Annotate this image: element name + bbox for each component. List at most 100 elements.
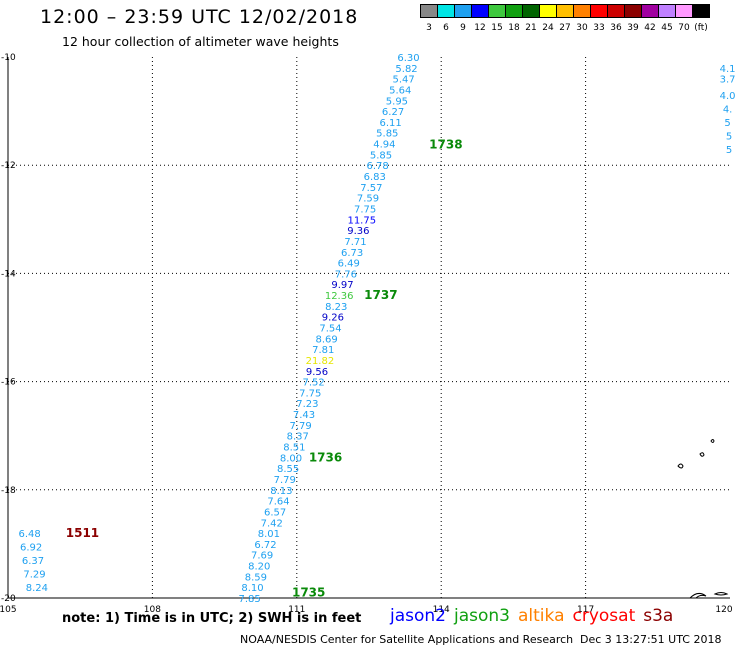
- swh-value-label: 5.82: [395, 64, 417, 75]
- color-scale-label: 42: [644, 23, 656, 33]
- color-scale-bar: 3 6 9 12 15 18 21 24 27 30 33 36 39 42 45 70 (ft): [420, 4, 710, 33]
- swh-value-label: 4.1: [720, 64, 736, 75]
- swh-value-label: 11.75: [347, 215, 376, 226]
- x-tick-label: 114: [433, 605, 450, 615]
- coastline-shape: [713, 592, 729, 596]
- swh-value-label: 6.49: [338, 259, 360, 270]
- color-scale-label: 39: [627, 23, 639, 33]
- swh-value-label: 6.72: [254, 540, 276, 551]
- swh-value-label: 7.29: [23, 570, 45, 581]
- swh-value-label: 8.01: [258, 529, 280, 540]
- swh-value-label: 5.95: [386, 96, 408, 107]
- pass-time-label: 1511: [66, 526, 99, 540]
- swh-value-label: 5.47: [393, 75, 415, 86]
- legend-item-jason2: jason2: [390, 606, 446, 626]
- pass-time-label: 1736: [309, 450, 342, 464]
- swh-value-label: 7.76: [335, 269, 357, 280]
- swh-value-label: 6.78: [367, 161, 389, 172]
- color-scale-label: 9: [460, 23, 466, 33]
- swh-value-label: 6.11: [380, 118, 402, 129]
- coastline-shape: [699, 452, 705, 457]
- swh-value-label: 8.24: [26, 583, 48, 594]
- y-tick-label: -12: [1, 161, 16, 171]
- coastline-shape: [688, 592, 707, 599]
- legend-item-jason3: jason3: [454, 606, 510, 626]
- y-tick-label: -16: [1, 378, 16, 388]
- swh-value-label: 7.79: [290, 421, 312, 432]
- color-scale-label: 15: [491, 23, 503, 33]
- swh-value-label: 9.97: [331, 280, 353, 291]
- swh-value-label: 6.48: [19, 529, 41, 540]
- y-tick-label: -14: [1, 269, 16, 279]
- swh-value-label: 8.13: [270, 486, 292, 497]
- swh-value-label: 7.75: [354, 204, 376, 215]
- swh-value-label: 6.37: [22, 556, 44, 567]
- swh-value-label: 4.: [723, 104, 733, 115]
- x-tick-label: 105: [0, 605, 17, 615]
- swh-value-label: 12.36: [325, 291, 354, 302]
- swh-value-label: 7.64: [267, 497, 289, 508]
- color-scale-label: 27: [559, 23, 571, 33]
- x-tick-label: 117: [577, 605, 594, 615]
- color-scale-label: 12: [474, 23, 486, 33]
- swh-value-label: 8.23: [325, 302, 347, 313]
- color-scale-label: 36: [610, 23, 622, 33]
- page-title: 12:00 – 23:59 UTC 12/02/2018: [40, 6, 359, 28]
- swh-value-label: 8.55: [277, 464, 299, 475]
- swh-value-label: 7.43: [293, 410, 315, 421]
- credit-line: NOAA/NESDIS Center for Satellite Applica…: [240, 633, 574, 646]
- swh-value-label: 8.59: [245, 572, 267, 583]
- generation-timestamp: Dec 3 13:27:51 UTC 2018: [580, 633, 722, 646]
- color-scale-label: 45: [661, 23, 673, 33]
- color-scale-label: 30: [576, 23, 588, 33]
- swh-value-label: 7.52: [303, 378, 325, 389]
- color-scale-label: 6: [443, 23, 449, 33]
- swh-value-label: 5.64: [389, 85, 411, 96]
- swh-value-label: 4.94: [373, 140, 395, 151]
- color-scale-label: 21: [525, 23, 537, 33]
- swh-value-label: 7.85: [238, 594, 260, 605]
- units-note: note: 1) Time is in UTC; 2) SWH is in fe…: [62, 611, 362, 626]
- swh-value-label: 7.79: [274, 475, 296, 486]
- swh-value-label: 7.59: [357, 194, 379, 205]
- y-tick-label: -18: [1, 486, 16, 496]
- pass-time-label: 1735: [292, 586, 325, 600]
- swh-value-label: 6.73: [341, 248, 363, 259]
- page-subtitle: 12 hour collection of altimeter wave hei…: [62, 34, 339, 49]
- swh-value-label: 8.37: [287, 432, 309, 443]
- pass-time-label: 1738: [429, 138, 462, 152]
- y-tick-label: -10: [1, 53, 16, 63]
- swh-value-label: 5.85: [376, 129, 398, 140]
- legend-item-altika: altika: [518, 606, 565, 626]
- swh-value-label: 8.00: [280, 453, 302, 464]
- swh-value-label: 8.20: [248, 562, 270, 573]
- color-scale-label: (ft): [694, 23, 708, 33]
- x-tick-label: 120: [715, 605, 732, 615]
- swh-value-label: 4.0: [720, 91, 736, 102]
- swh-value-label: 5: [726, 145, 732, 156]
- swh-value-label: 5: [726, 131, 732, 142]
- swh-value-label: 9.26: [322, 313, 344, 324]
- legend-item-cryosat: cryosat: [572, 606, 636, 626]
- swh-value-label: 6.57: [264, 507, 286, 518]
- swh-value-label: 8.69: [316, 334, 338, 345]
- satellite-legend: jason2 jason3 altika cryosat s3a: [390, 606, 681, 626]
- swh-value-label: 6.27: [382, 107, 404, 118]
- x-tick-label: 108: [144, 605, 161, 615]
- swh-value-label: 9.56: [306, 367, 328, 378]
- swh-value-label: 7.23: [296, 399, 318, 410]
- swh-value-label: 8.51: [283, 443, 305, 454]
- legend-item-s3a: s3a: [643, 606, 674, 626]
- coastline-shape: [710, 439, 715, 443]
- color-scale-label: 24: [542, 23, 554, 33]
- swh-value-label: 6.92: [20, 543, 42, 554]
- swh-value-label: 8.10: [241, 583, 263, 594]
- swh-value-label: 7.81: [312, 345, 334, 356]
- color-scale-label: 33: [593, 23, 605, 33]
- swh-value-label: 7.57: [360, 183, 382, 194]
- coastline-shape: [677, 463, 684, 469]
- color-scale-label: 3: [426, 23, 432, 33]
- swh-value-label: 6.83: [364, 172, 386, 183]
- swh-value-label: 5: [724, 118, 730, 129]
- y-tick-label: -20: [1, 594, 16, 604]
